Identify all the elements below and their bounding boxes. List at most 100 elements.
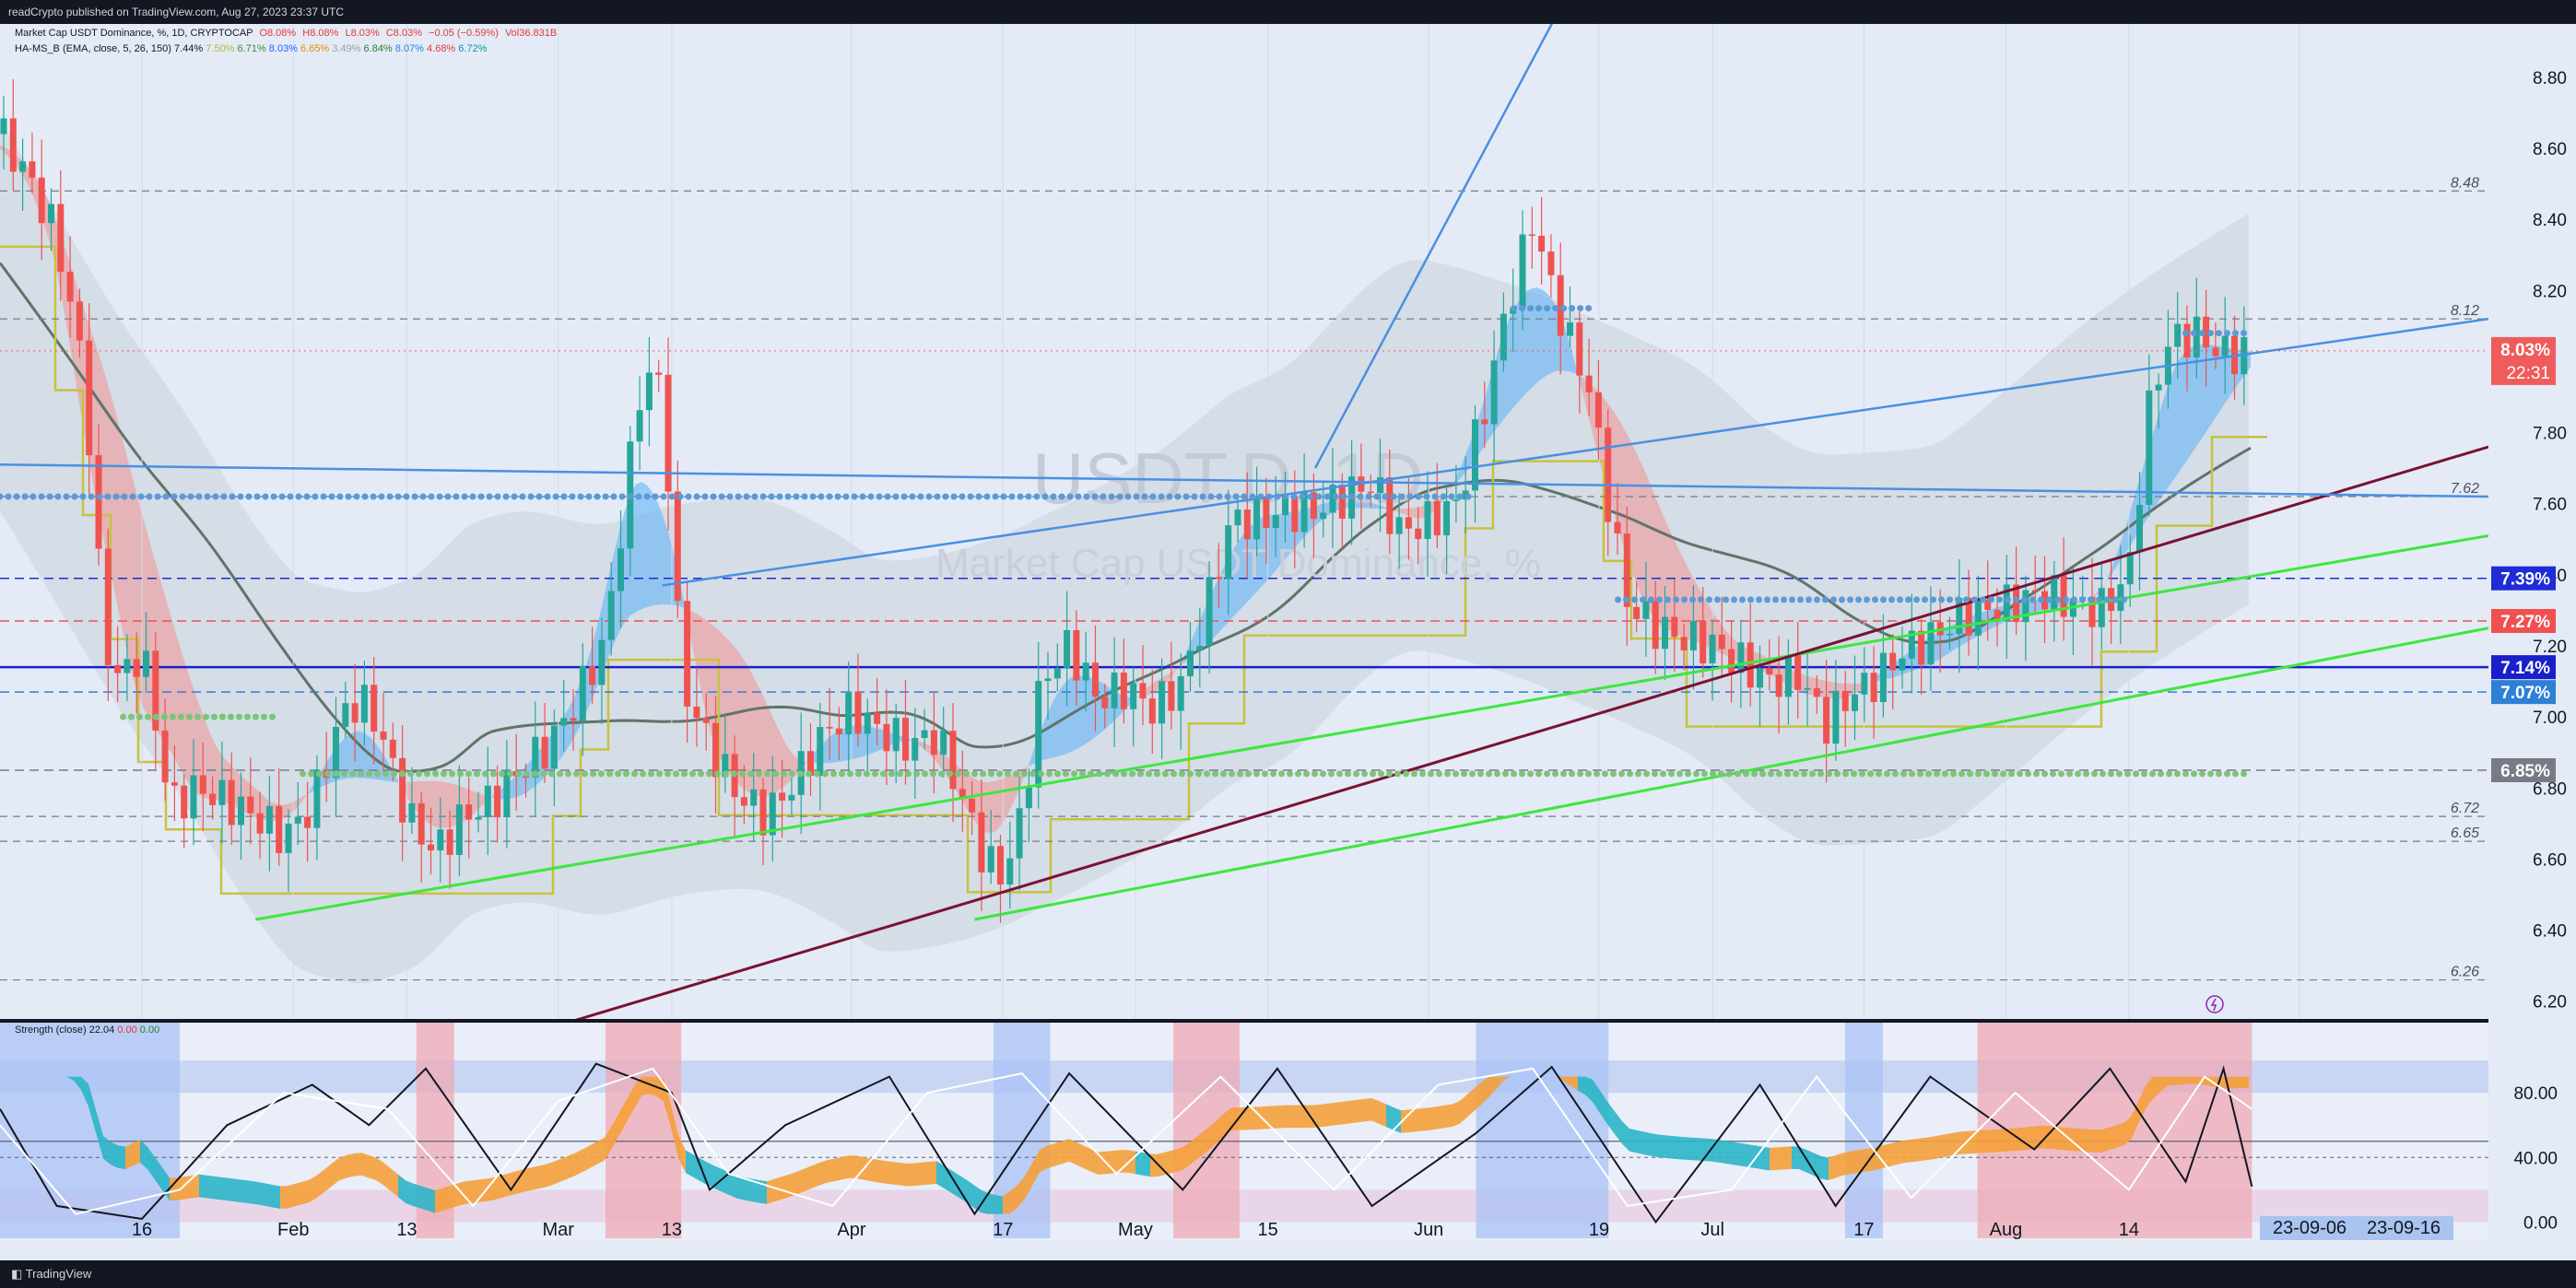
trend-ribbon-segment [1029,748,1034,767]
dotted-level [382,770,390,778]
strength-area-segment [1246,1107,1253,1130]
strength-area-segment [907,1163,914,1187]
dotted-level [13,493,20,500]
trend-ribbon-segment [658,502,664,605]
strength-area-segment [1770,1147,1777,1171]
dotted-level [950,493,958,500]
dotted-level [1278,770,1286,778]
dotted-level [1676,770,1684,778]
candle-body [465,804,473,820]
strength-legend[interactable]: Strength (close) 22.04 0.00 0.00 [15,1025,159,1036]
dotted-level [1461,770,1468,778]
trend-ribbon-segment [254,787,260,819]
strength-area-segment [383,1162,391,1191]
dotted-level [1569,305,1576,312]
strength-area-segment [745,1177,752,1202]
dotted-level [1453,770,1460,778]
price-chart-svg[interactable]: 8.488.127.626.726.656.26 USDT.D, 1D Mark… [0,24,2576,1260]
dotted-level [689,770,697,778]
dotted-level [1295,770,1302,778]
dotted-level [1942,770,1949,778]
strength-area-segment [206,1175,214,1200]
dotted-level [1983,770,1991,778]
candle-body [912,737,919,761]
candle-body [883,723,890,752]
trend-ribbon-segment [1543,289,1548,379]
trend-ribbon-segment [2112,550,2118,573]
strength-area-segment [538,1164,546,1189]
candle-body [1025,787,1032,809]
trend-ribbon-segment [2085,598,2090,602]
candle-body [380,732,387,740]
dotted-level [726,493,734,500]
dotted-level [1174,493,1182,500]
time-axis[interactable] [0,1240,2488,1260]
main-legend[interactable]: Market Cap USDT Dominance, %, 1D, CRYPTO… [15,28,557,39]
strength-area-segment [391,1168,398,1198]
candle-body [1813,687,1820,697]
candle-body [1035,681,1042,788]
dotted-level [718,493,725,500]
strength-area-segment [88,1083,96,1133]
pane-separator[interactable] [0,1019,2488,1023]
candle-body [1500,313,1507,361]
dotted-level [63,493,70,500]
strength-area-segment [1172,1148,1180,1174]
strength-area-segment [1696,1138,1703,1162]
chart-area[interactable]: 8.48 8.12 7.62 6.72 6.65 6.26 USDT.D, 1D Mark… [0,24,2576,1260]
strength-area-segment [376,1157,383,1186]
dotted-level [789,770,796,778]
dotted-level [681,770,688,778]
indicator-legend-value: 6.65% [297,43,330,54]
dotted-level [1735,770,1742,778]
candle-body [304,816,312,828]
dotted-level [731,770,738,778]
dotted-level [287,493,294,500]
dotted-level [996,770,1004,778]
strength-area-segment [1829,1154,1836,1181]
indicator-legend[interactable]: HA-MS_B (EMA, close, 5, 26, 150) 7.44% 7… [15,43,487,54]
strength-area-segment [1917,1137,1924,1162]
alert-icon[interactable] [2205,995,2224,1013]
strength-area-segment [1600,1090,1607,1125]
price-axis[interactable] [2488,24,2576,1260]
dotted-level [1585,305,1593,312]
strength-area-segment [1674,1136,1681,1160]
dotted-level [2224,770,2231,778]
dotted-level [698,770,705,778]
dotted-level [1232,493,1240,500]
candle-body [0,118,7,135]
publish-info-bar: readCrypto published on TradingView.com,… [0,0,2576,24]
trend-ribbon-segment [2179,352,2184,473]
strength-axis-label: 80.00 [2513,1084,2558,1104]
dotted-level [615,770,622,778]
dotted-level [1900,770,1908,778]
dotted-level [652,493,659,500]
candle-body [1310,492,1317,520]
strength-area-segment [1615,1111,1622,1144]
price-badges: 7.39% 7.27% 7.14% 7.07% 6.85% 8.03% 22:31 [0,336,2556,782]
strength-legend-title: Strength (close) [15,1025,87,1036]
trend-ribbon-segment [2173,360,2179,481]
candle-body [817,727,824,777]
candle-body [1689,620,1697,650]
strength-area-segment [678,1135,686,1174]
dotted-level [710,493,717,500]
dotted-level [2050,770,2057,778]
candle-body [2003,584,2010,622]
price-badge [2491,655,2556,680]
dotted-level [1088,770,1095,778]
candle-body [1594,392,1602,428]
date-badge-end: 23-09-16 [2367,1218,2441,1238]
dotted-level [739,770,747,778]
dotted-level [403,493,410,500]
strength-area-segment [295,1181,302,1207]
dotted-level [814,770,821,778]
strength-area-segment [1652,1133,1659,1158]
dotted-level [1112,770,1120,778]
price-level-label: 6.65 [2451,825,2479,841]
candle-body [333,726,339,779]
dotted-level [1930,596,1937,603]
dotted-level [1880,596,1888,603]
dotted-level [830,770,838,778]
